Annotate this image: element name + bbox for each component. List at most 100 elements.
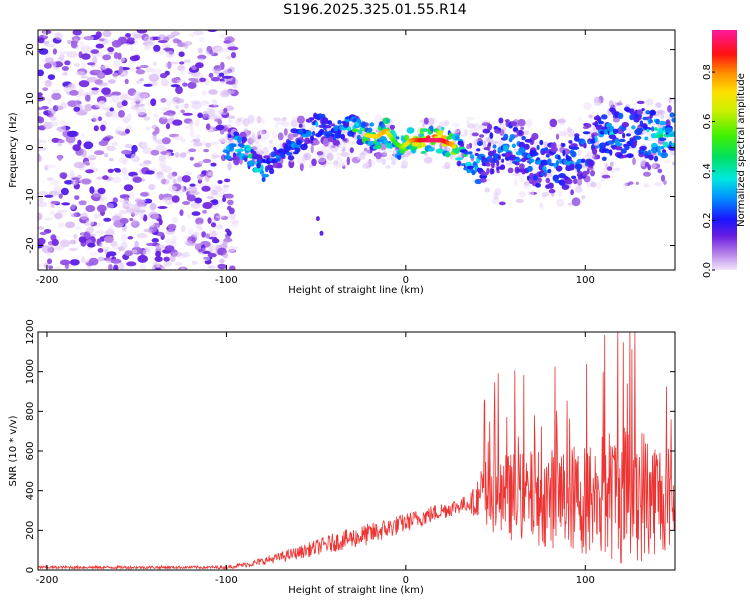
spectrogram-cell bbox=[38, 191, 49, 196]
spectrogram-cell bbox=[405, 135, 410, 141]
spectrogram-cell bbox=[166, 99, 172, 108]
spectrogram-cell bbox=[58, 221, 65, 228]
spectrogram-cell bbox=[197, 160, 204, 165]
spectrogram-cell bbox=[104, 235, 114, 243]
spectrogram-cell bbox=[482, 140, 487, 148]
spectrogram-cell bbox=[209, 141, 219, 146]
spectrogram-cell bbox=[78, 88, 84, 97]
spectrogram-cell bbox=[86, 226, 94, 234]
spectrogram-cell bbox=[69, 239, 77, 245]
spectrogram-cell bbox=[601, 114, 608, 120]
spectrogram-cell bbox=[226, 56, 232, 60]
spectrogram-cell bbox=[423, 117, 429, 125]
spectrogram-cell bbox=[607, 125, 615, 132]
spectrogram-cell bbox=[586, 168, 590, 175]
spectrogram-cell bbox=[543, 141, 549, 149]
spectrogram-cell bbox=[225, 124, 232, 129]
spectrogram-cell bbox=[43, 262, 50, 269]
spectrogram-cell bbox=[525, 119, 533, 128]
spectrogram-cell bbox=[195, 72, 204, 79]
spectrogram-cell bbox=[542, 166, 547, 171]
spectrogram-cell bbox=[309, 117, 315, 121]
snr-x-label: Height of straight line (km) bbox=[288, 585, 424, 596]
spectrogram-cell bbox=[210, 162, 217, 167]
spectrogram-cell bbox=[96, 176, 104, 180]
spectrogram-cell bbox=[222, 241, 228, 248]
spectrogram-cell bbox=[444, 120, 450, 126]
spectrogram-cell bbox=[73, 161, 85, 169]
spectrogram-cell bbox=[483, 147, 490, 151]
spectrogram-cell bbox=[108, 158, 114, 162]
spectrogram-cell bbox=[135, 66, 141, 70]
spectrogram-cell bbox=[65, 135, 76, 144]
spectrogram-cell bbox=[603, 129, 609, 135]
spectrogram-cell bbox=[466, 143, 470, 150]
spectrogram-cell bbox=[106, 251, 117, 257]
spectrogram-cell bbox=[170, 84, 181, 88]
spectrogram-cell bbox=[68, 247, 79, 251]
spectrogram-cell bbox=[127, 236, 134, 240]
spectrogram-cell bbox=[107, 46, 115, 53]
spectrogram-cell bbox=[129, 55, 139, 62]
x-tick-label: -200 bbox=[36, 575, 59, 586]
spectrogram-cell bbox=[44, 194, 54, 198]
spectrogram-cell bbox=[161, 115, 167, 120]
spectrogram-cell bbox=[122, 43, 131, 47]
spectrogram-cell bbox=[121, 149, 132, 155]
spectrogram-cell bbox=[261, 173, 270, 178]
spectrogram-cell bbox=[95, 230, 106, 235]
spectrogram-cell bbox=[191, 80, 200, 83]
spectrogram-cell bbox=[135, 69, 146, 75]
spectrogram-cell bbox=[332, 139, 340, 146]
spectrogram-cell bbox=[186, 186, 198, 194]
spectrogram-cell bbox=[70, 40, 78, 49]
spectrogram-cell bbox=[539, 139, 544, 146]
spectrogram-cell bbox=[121, 167, 128, 175]
spectrogram-cell bbox=[54, 245, 65, 251]
spectrogram-cell bbox=[299, 162, 304, 172]
spectrogram-cell bbox=[154, 256, 163, 262]
spectrogram-cell bbox=[281, 121, 290, 127]
spectrogram-cell bbox=[159, 265, 166, 270]
spectrogram-cell bbox=[521, 135, 526, 141]
spectrogram-cell bbox=[571, 197, 581, 207]
colorbar-label: Normalized spectral amplitude bbox=[736, 73, 747, 227]
spectrogram-cell bbox=[489, 132, 494, 139]
spectrogram-cell bbox=[167, 185, 178, 192]
spectrogram-cell bbox=[466, 169, 471, 174]
spectrogram-cell bbox=[127, 37, 135, 42]
spectrogram-cell bbox=[389, 124, 396, 130]
spectrogram-cell bbox=[50, 200, 60, 205]
spectrogram-cell bbox=[215, 215, 225, 219]
spectrogram-cell bbox=[172, 178, 177, 184]
spectrogram-cell bbox=[223, 68, 231, 76]
spectrogram-cell bbox=[38, 69, 44, 77]
spectrogram-cell bbox=[155, 144, 166, 153]
colorbar-tick-label: 0.4 bbox=[702, 163, 713, 179]
spectrogram-cell bbox=[454, 135, 460, 141]
spectrogram-cell bbox=[102, 30, 112, 38]
spectrogram-cell bbox=[96, 204, 107, 213]
spectrogram-cell bbox=[202, 158, 212, 164]
spectrogram-cell bbox=[227, 246, 236, 253]
spectrogram-cell bbox=[55, 32, 64, 41]
spectrogram-cell bbox=[229, 265, 236, 270]
spectrogram-cell bbox=[116, 126, 124, 132]
spectrogram-cell bbox=[67, 39, 72, 45]
spectrogram-cell bbox=[124, 78, 129, 85]
spectrogram-cell bbox=[144, 198, 153, 204]
spectrogram-cell bbox=[578, 116, 582, 122]
spectrogram-cell bbox=[643, 183, 650, 188]
spectrogram-cell bbox=[257, 130, 261, 137]
spectrogram-cell bbox=[52, 48, 58, 55]
spectrogram-cell bbox=[296, 139, 302, 146]
spectrogram-cell bbox=[111, 94, 120, 103]
spectrogram-cell bbox=[283, 128, 288, 136]
spectrogram-cell bbox=[491, 168, 495, 175]
spectrogram-cell bbox=[175, 105, 180, 109]
spectrogram-cell bbox=[615, 142, 623, 147]
colorbar-tick-label: 0.2 bbox=[702, 213, 713, 229]
spectrogram-cell bbox=[217, 180, 223, 184]
spectrogram-cell bbox=[510, 121, 518, 126]
spectrogram-cell bbox=[531, 132, 539, 140]
